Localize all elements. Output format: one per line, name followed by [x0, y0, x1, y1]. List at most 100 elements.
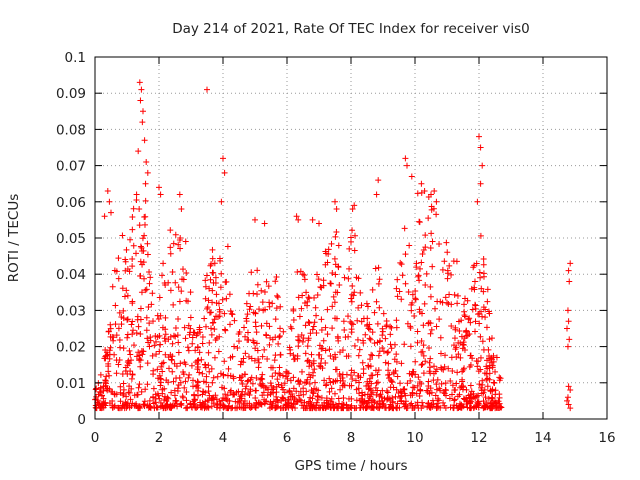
y-tick-label: 0.05	[56, 231, 86, 247]
data-point	[236, 374, 243, 381]
data-point	[162, 326, 169, 333]
data-point	[170, 301, 177, 308]
data-point	[368, 351, 375, 358]
data-point	[162, 351, 169, 358]
data-point	[92, 402, 99, 409]
data-point	[234, 344, 241, 351]
data-point	[192, 404, 199, 411]
data-point	[167, 333, 174, 340]
data-point	[101, 213, 108, 220]
data-point	[165, 279, 172, 286]
data-point	[369, 286, 376, 293]
data-point	[285, 404, 292, 411]
data-point	[140, 108, 146, 115]
data-point	[489, 386, 496, 393]
y-tick-label: 0.03	[56, 303, 86, 319]
data-point	[488, 402, 495, 409]
data-point	[449, 367, 456, 374]
data-point	[113, 391, 120, 398]
data-point	[243, 383, 250, 390]
data-point	[385, 360, 392, 367]
data-point	[137, 316, 144, 323]
data-point	[401, 341, 408, 348]
data-point	[213, 404, 220, 411]
data-point	[379, 332, 386, 339]
data-point	[387, 323, 394, 330]
data-point	[396, 395, 403, 402]
data-point	[398, 360, 405, 367]
data-point	[304, 343, 311, 350]
data-point	[398, 296, 405, 303]
data-point	[112, 302, 119, 309]
data-point	[472, 302, 479, 309]
data-point	[277, 351, 284, 358]
data-point	[376, 338, 383, 345]
y-tick-label: 0.06	[56, 195, 86, 211]
data-point	[168, 404, 175, 411]
data-point	[194, 344, 201, 351]
data-point	[112, 321, 119, 328]
data-point	[185, 374, 192, 381]
data-point	[208, 261, 215, 268]
data-point	[426, 404, 433, 411]
data-point	[157, 382, 164, 389]
data-point	[565, 267, 572, 274]
data-point	[136, 404, 143, 411]
data-point	[274, 294, 281, 301]
data-point	[170, 332, 177, 339]
data-point	[414, 328, 421, 335]
data-point	[480, 273, 487, 280]
data-point	[378, 394, 385, 401]
data-point	[445, 301, 452, 308]
data-point	[296, 381, 303, 388]
data-point	[263, 278, 270, 285]
data-point	[488, 335, 495, 342]
data-point	[356, 390, 363, 397]
data-point	[259, 380, 266, 387]
data-point	[476, 269, 483, 276]
data-point	[102, 352, 109, 359]
data-point	[120, 390, 127, 397]
data-point	[157, 376, 164, 383]
y-axis-label: ROTI / TECUs	[6, 194, 22, 282]
data-point	[105, 368, 112, 375]
data-point	[100, 395, 107, 402]
data-point	[431, 305, 438, 312]
data-point	[328, 395, 335, 402]
data-point	[134, 391, 141, 398]
data-point	[144, 169, 151, 176]
data-point	[209, 246, 216, 253]
data-point	[264, 392, 271, 399]
data-point	[315, 393, 322, 400]
data-point	[408, 173, 415, 180]
data-point	[193, 404, 200, 411]
data-point	[331, 255, 338, 262]
data-point	[401, 225, 408, 232]
data-point	[265, 283, 272, 290]
data-point	[363, 404, 370, 411]
data-point	[156, 341, 163, 348]
data-point	[159, 368, 166, 375]
data-point	[156, 184, 162, 191]
data-point	[155, 392, 162, 399]
data-point	[259, 299, 266, 306]
data-point	[324, 306, 331, 313]
data-point	[332, 354, 339, 361]
data-point	[386, 395, 393, 402]
data-point	[443, 392, 450, 399]
data-point	[212, 392, 219, 399]
data-point	[220, 155, 226, 162]
data-point	[276, 364, 283, 371]
data-point	[176, 298, 183, 305]
data-point	[228, 310, 235, 317]
data-point	[454, 369, 461, 376]
data-point	[192, 359, 199, 366]
data-point	[150, 400, 157, 407]
data-point	[105, 363, 112, 370]
data-point	[414, 402, 421, 409]
data-point	[136, 79, 143, 86]
data-point	[122, 267, 129, 274]
data-point	[322, 248, 329, 255]
data-point	[430, 205, 437, 212]
data-point	[256, 306, 263, 313]
